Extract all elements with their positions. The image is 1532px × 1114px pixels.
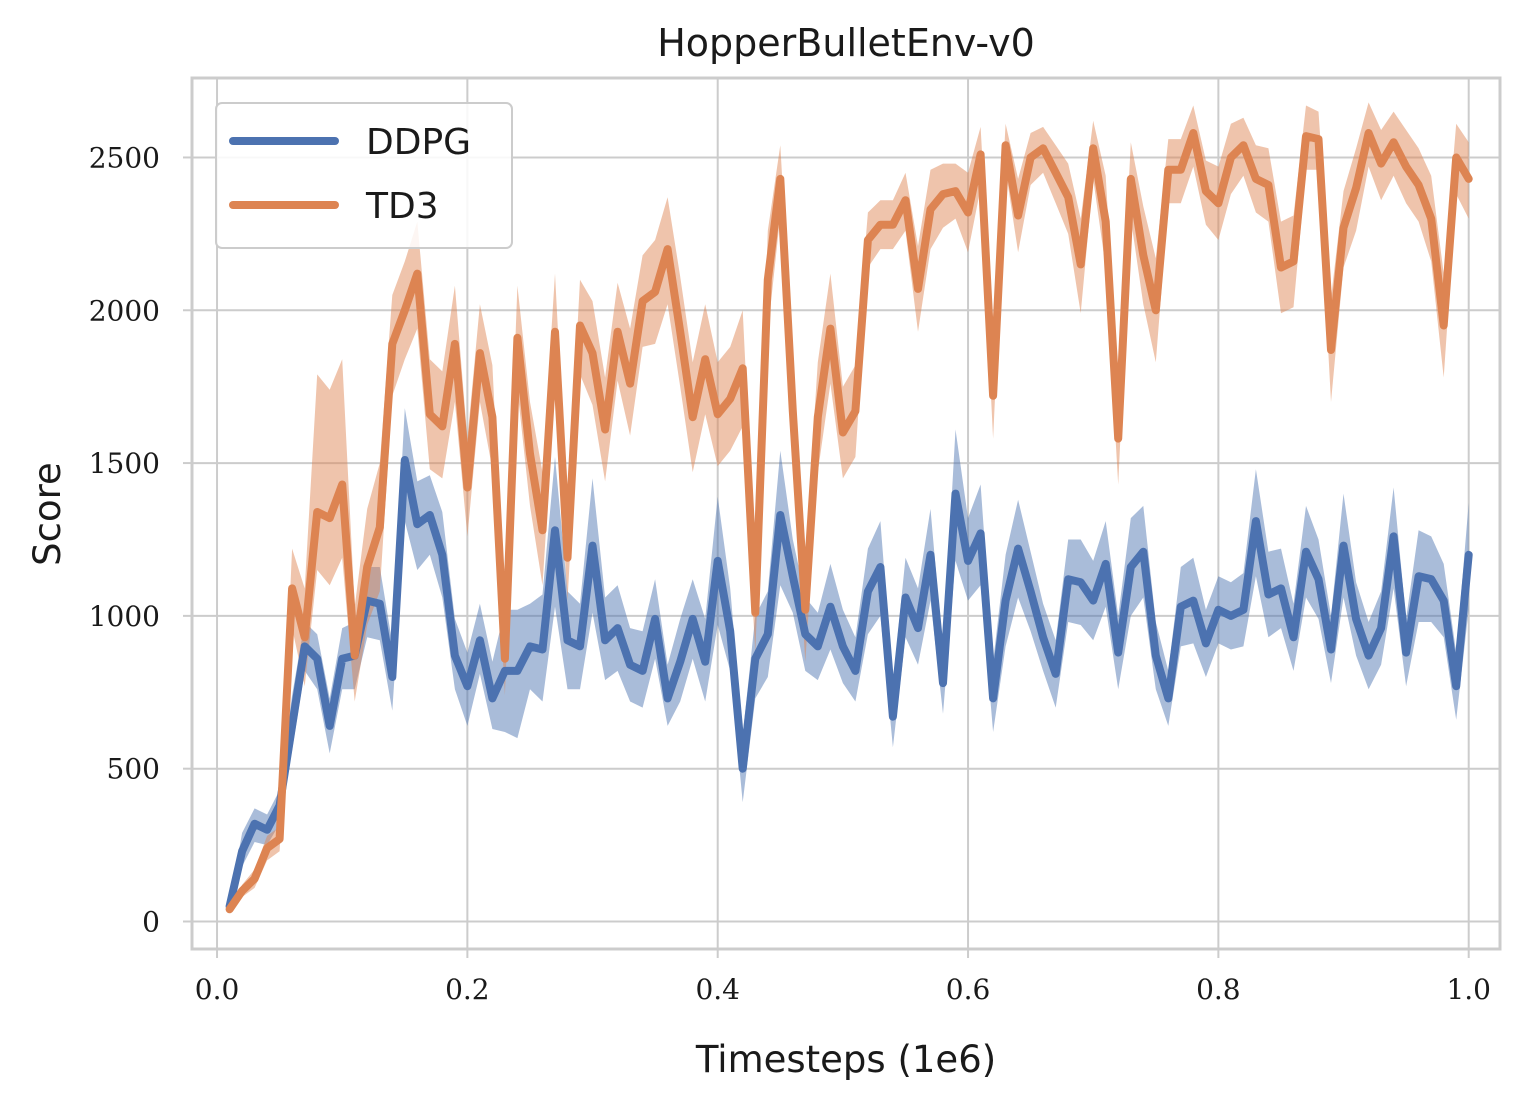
line-ddpg (225, 456, 1473, 911)
series-lines (225, 129, 1473, 914)
y-tick-label: 0 (142, 905, 160, 938)
x-tick-label: 1.0 (1446, 973, 1491, 1006)
axes-frame (190, 76, 1502, 951)
x-tick-label: 0.4 (695, 973, 740, 1006)
x-tick-label: 0.2 (445, 973, 490, 1006)
y-tick-label: 1500 (89, 447, 160, 480)
x-axis-ticks: 0.0 0.2 0.4 0.6 0.8 1.0 (195, 949, 1491, 1006)
line-td3 (225, 129, 1473, 914)
x-axis-label: Timesteps (1e6) (695, 1038, 996, 1081)
grid (192, 78, 1500, 949)
legend-label-td3: TD3 (365, 186, 439, 227)
y-tick-label: 500 (107, 753, 160, 786)
y-tick-label: 1000 (89, 600, 160, 633)
legend: DDPG TD3 (215, 102, 513, 249)
x-tick-label: 0.0 (195, 973, 240, 1006)
legend-label-ddpg: DDPG (366, 122, 471, 163)
x-tick-label: 0.8 (1196, 973, 1241, 1006)
y-axis-ticks: 0 500 1000 1500 2000 2500 (89, 141, 192, 938)
y-tick-label: 2000 (89, 294, 160, 327)
y-tick-label: 2500 (89, 141, 160, 174)
x-tick-label: 0.6 (946, 973, 991, 1006)
chart-title: HopperBulletEnv-v0 (657, 21, 1035, 65)
y-axis-label: Score (26, 462, 69, 566)
